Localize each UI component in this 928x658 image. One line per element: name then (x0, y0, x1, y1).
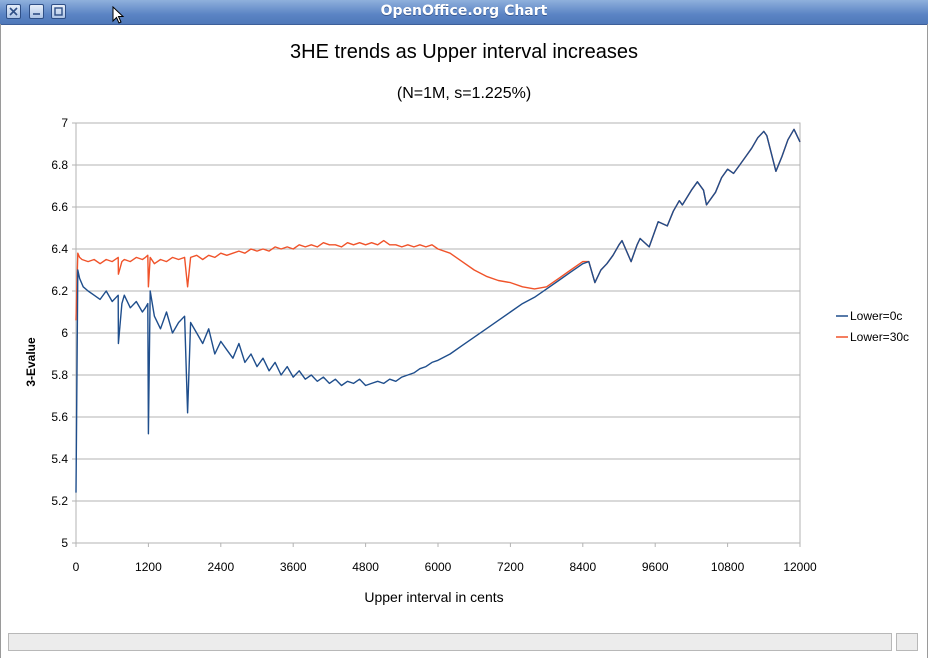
x-tick-label: 2400 (207, 560, 234, 574)
chart-subtitle: (N=1M, s=1.225%) (397, 85, 531, 102)
y-tick-label: 5.8 (51, 368, 68, 382)
mouse-pointer-icon (112, 6, 125, 24)
x-tick-label: 4800 (352, 560, 379, 574)
legend-entry: Lower=0c (850, 309, 902, 323)
close-button[interactable] (6, 4, 21, 19)
status-bar (8, 633, 892, 651)
x-tick-label: 12000 (783, 560, 817, 574)
series-line-lower-0c (75, 128, 801, 493)
y-tick-label: 6.8 (51, 158, 68, 172)
y-tick-label: 6.4 (51, 242, 68, 256)
x-tick-label: 1200 (135, 560, 162, 574)
chart-title: 3HE trends as Upper interval increases (290, 41, 638, 63)
close-icon (9, 7, 18, 16)
minimize-button[interactable] (29, 4, 44, 19)
x-tick-label: 9600 (642, 560, 669, 574)
maximize-button[interactable] (51, 4, 66, 19)
window-titlebar[interactable]: OpenOffice.org Chart (0, 0, 928, 25)
y-tick-label: 6.2 (51, 284, 68, 298)
maximize-icon (54, 7, 63, 16)
y-tick-label: 5 (61, 536, 68, 550)
x-axis-label: Upper interval in cents (364, 589, 503, 605)
chart: 3HE trends as Upper interval increases (N… (24, 41, 909, 605)
minimize-icon (33, 13, 40, 15)
series-line-lower-30c (75, 128, 801, 321)
y-tick-label: 7 (61, 116, 68, 130)
y-tick-label: 5.4 (51, 452, 68, 466)
status-bar-resize[interactable] (896, 633, 918, 651)
y-tick-label: 5.6 (51, 410, 68, 424)
x-tick-label: 10800 (711, 560, 745, 574)
y-tick-label: 5.2 (51, 494, 68, 508)
y-tick-label: 6 (61, 326, 68, 340)
window-title: OpenOffice.org Chart (380, 3, 548, 19)
x-tick-label: 0 (73, 560, 80, 574)
x-tick-label: 6000 (425, 560, 452, 574)
y-tick-label: 6.6 (51, 200, 68, 214)
legend-entry: Lower=30c (850, 330, 909, 344)
x-tick-label: 3600 (280, 560, 307, 574)
x-tick-label: 7200 (497, 560, 524, 574)
x-tick-label: 8400 (569, 560, 596, 574)
y-axis-label: 3-Evalue (24, 337, 38, 387)
